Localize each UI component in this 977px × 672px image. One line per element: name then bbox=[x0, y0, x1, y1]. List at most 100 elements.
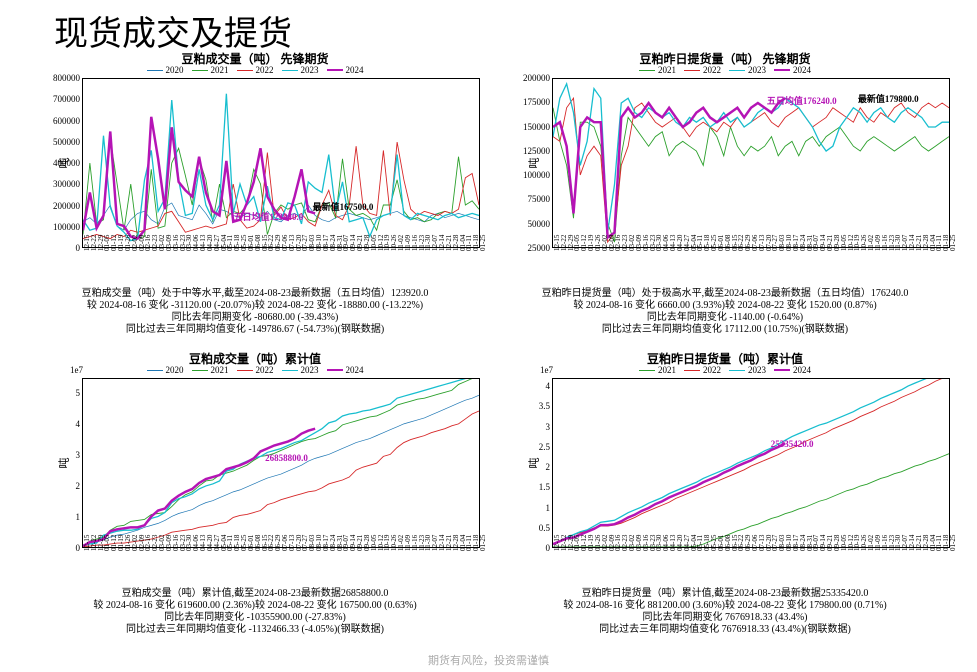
x-ticks: 12-1512-2212-2901-0501-1201-1901-2602-02… bbox=[553, 247, 949, 297]
y-tick: 300000 bbox=[53, 179, 80, 189]
caption-line: 同比去年同期变化 -80680.00 (-39.43%) bbox=[30, 312, 480, 324]
y-tick: 3 bbox=[546, 422, 551, 432]
series-2024 bbox=[83, 429, 315, 546]
legend-label: 2024 bbox=[793, 65, 811, 75]
y-tick-suffix: 1e7 bbox=[540, 365, 553, 375]
y-tick: 100000 bbox=[53, 222, 80, 232]
x-ticks: 12-1512-2212-2901-0501-1201-1901-2602-02… bbox=[553, 547, 949, 597]
page-title: 现货成交及提货 bbox=[54, 6, 292, 55]
legend-swatch bbox=[192, 70, 208, 71]
legend-label: 2022 bbox=[703, 365, 721, 375]
series-2024 bbox=[553, 98, 785, 237]
y-tick: 150000 bbox=[523, 122, 550, 132]
y-tick: 0 bbox=[546, 543, 551, 553]
y-tick: 400000 bbox=[53, 158, 80, 168]
chart-panel-0: 豆粕成交量（吨） 先锋期货20202021202220232024吨010000… bbox=[30, 50, 480, 340]
y-tick: 2.5 bbox=[539, 442, 550, 452]
y-tick: 3.5 bbox=[539, 401, 550, 411]
y-tick: 0 bbox=[76, 243, 81, 253]
legend-label: 2024 bbox=[346, 65, 364, 75]
y-ticks: 0100000200000300000400000500000600000700… bbox=[12, 78, 80, 248]
caption-line: 较 2024-08-16 变化 6660.00 (3.93%)较 2024-08… bbox=[500, 300, 950, 312]
plot-area: 五日均值123940.0最新值167500.012-1512-2212-2901… bbox=[82, 78, 480, 248]
y-tick: 125000 bbox=[523, 146, 550, 156]
legend-swatch bbox=[774, 369, 790, 371]
y-tick: 100000 bbox=[523, 170, 550, 180]
legend-label: 2022 bbox=[256, 65, 274, 75]
y-tick: 500000 bbox=[53, 137, 80, 147]
series-2023 bbox=[553, 84, 949, 233]
legend-item-2022: 2022 bbox=[684, 65, 721, 75]
y-tick: 75000 bbox=[528, 194, 551, 204]
y-tick: 50000 bbox=[528, 219, 551, 229]
series-2021 bbox=[553, 108, 949, 242]
legend-swatch bbox=[639, 70, 655, 71]
legend-swatch bbox=[282, 70, 298, 71]
x-ticks: 12-1512-2212-2901-0501-1201-1901-2602-02… bbox=[83, 247, 479, 297]
y-tick: 800000 bbox=[53, 73, 80, 83]
legend-item-2022: 2022 bbox=[684, 365, 721, 375]
legend-label: 2023 bbox=[748, 365, 766, 375]
legend-swatch bbox=[147, 370, 163, 371]
plot-area: 五日均值176240.0最新值179800.012-1512-2212-2901… bbox=[552, 78, 950, 248]
y-tick: 700000 bbox=[53, 94, 80, 104]
legend-label: 2024 bbox=[346, 365, 364, 375]
caption-line: 同比过去三年同期均值变化 7676918.33 (43.4%)(钢联数据) bbox=[500, 624, 950, 636]
y-tick: 175000 bbox=[523, 97, 550, 107]
y-tick: 200000 bbox=[53, 201, 80, 211]
footer-disclaimer: 期货有风险，投资需谨慎 bbox=[0, 652, 977, 668]
legend-label: 2022 bbox=[703, 65, 721, 75]
legend-swatch bbox=[684, 370, 700, 371]
legend-swatch bbox=[192, 370, 208, 371]
legend-swatch bbox=[237, 370, 253, 371]
legend-swatch bbox=[327, 69, 343, 71]
y-tick: 5 bbox=[76, 388, 81, 398]
y-tick: 2 bbox=[76, 481, 81, 491]
y-tick: 0.5 bbox=[539, 523, 550, 533]
y-tick: 0 bbox=[76, 543, 81, 553]
legend-label: 2022 bbox=[256, 365, 274, 375]
legend-item-2024: 2024 bbox=[774, 65, 811, 75]
series-2021 bbox=[83, 138, 479, 239]
legend-swatch bbox=[282, 370, 298, 371]
legend-label: 2020 bbox=[166, 65, 184, 75]
chart-title: 豆粕昨日提货量（吨） 先锋期货 bbox=[500, 50, 950, 64]
caption-line: 同比去年同期变化 7676918.33 (43.4%) bbox=[500, 612, 950, 624]
legend-label: 2024 bbox=[793, 365, 811, 375]
legend-swatch bbox=[639, 370, 655, 371]
x-tick: 01-25 bbox=[949, 535, 957, 551]
legend-item-2023: 2023 bbox=[729, 365, 766, 375]
legend-label: 2023 bbox=[301, 65, 319, 75]
y-tick: 600000 bbox=[53, 116, 80, 126]
annotation: 25335420.0 bbox=[771, 439, 814, 449]
legend: 2020 2021 2022 2023 2024 bbox=[30, 64, 480, 76]
legend-label: 2021 bbox=[211, 365, 229, 375]
legend-label: 2023 bbox=[301, 365, 319, 375]
y-tick: 4 bbox=[76, 419, 81, 429]
legend-item-2022: 2022 bbox=[237, 365, 274, 375]
annotation: 26858800.0 bbox=[265, 453, 308, 463]
y-tick: 3 bbox=[76, 450, 81, 460]
chart-title: 豆粕昨日提货量（吨）累计值 bbox=[500, 350, 950, 364]
legend-item-2021: 2021 bbox=[639, 65, 676, 75]
caption-line: 同比过去三年同期均值变化 17112.00 (10.75%)(钢联数据) bbox=[500, 324, 950, 336]
chart-panel-2: 豆粕成交量（吨）累计值20202021202220232024吨0123451e… bbox=[30, 350, 480, 640]
legend-item-2022: 2022 bbox=[237, 65, 274, 75]
legend-item-2021: 2021 bbox=[192, 65, 229, 75]
series-2022 bbox=[553, 98, 949, 242]
plot-area: 26858800.012-1512-2212-2901-0501-1201-19… bbox=[82, 378, 480, 548]
x-tick: 01-25 bbox=[949, 235, 957, 251]
series-2021 bbox=[553, 454, 949, 547]
legend-item-2024: 2024 bbox=[327, 365, 364, 375]
annotation: 五日均值176240.0 bbox=[767, 94, 837, 107]
legend-swatch bbox=[237, 70, 253, 71]
legend-label: 2023 bbox=[748, 65, 766, 75]
annotation: 五日均值123940.0 bbox=[233, 210, 303, 223]
y-ticks: 2500050000750001000001250001500001750002… bbox=[482, 78, 550, 248]
legend-item-2023: 2023 bbox=[729, 65, 766, 75]
legend: 20202021202220232024 bbox=[30, 364, 480, 376]
y-ticks: 00.511.522.533.541e7 bbox=[482, 378, 550, 548]
y-tick: 25000 bbox=[528, 243, 551, 253]
caption-line: 同比过去三年同期均值变化 -149786.67 (-54.73%)(钢联数据) bbox=[30, 324, 480, 336]
y-tick-suffix: 1e7 bbox=[70, 365, 83, 375]
